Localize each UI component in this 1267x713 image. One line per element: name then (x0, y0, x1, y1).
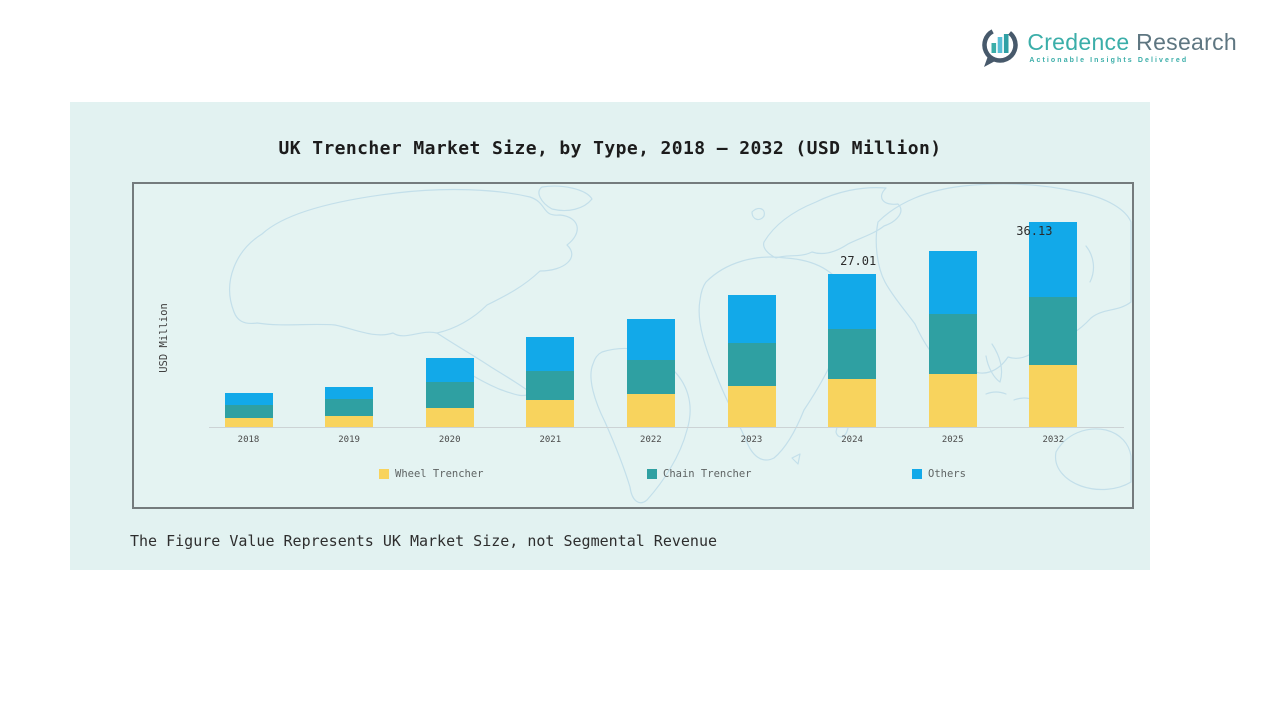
bar-segment-others (727, 295, 776, 344)
bar-segment-chain-trencher (224, 405, 273, 418)
bar-segment-chain-trencher (626, 359, 675, 395)
bar-2032 (1029, 222, 1078, 427)
legend-swatch-others (912, 469, 922, 479)
x-tick-label-2032: 2032 (1042, 435, 1065, 445)
bar-segment-others (425, 357, 474, 382)
bar-segment-chain-trencher (526, 371, 575, 401)
bar-2023 (727, 295, 776, 427)
bar-2022 (626, 319, 675, 427)
bar-segment-chain-trencher (828, 329, 877, 380)
bar-segment-wheel-trencher (928, 374, 977, 427)
chart-plot-area: USD Million 2018 2019 2020 2021 2022 2023 2024… (132, 182, 1134, 509)
x-tick-label-2020: 2020 (438, 435, 461, 445)
brand-text: Credence Research Actionable Insights De… (1027, 30, 1237, 64)
legend-swatch-wheel-trencher (379, 469, 389, 479)
x-tick-label-2023: 2023 (740, 435, 763, 445)
x-tick-label-2024: 2024 (841, 435, 863, 445)
legend-item-chain-trencher: Chain Trencher (647, 468, 752, 480)
x-tick-label-2019: 2019 (338, 435, 360, 445)
bar-segment-others (828, 273, 877, 330)
bar-segment-chain-trencher (727, 343, 776, 386)
bar-segment-chain-trencher (325, 398, 374, 417)
bar-segment-others (526, 337, 575, 372)
legend-item-wheel-trencher: Wheel Trencher (379, 468, 484, 480)
legend-item-others: Others (912, 468, 966, 480)
bar-segment-wheel-trencher (325, 416, 374, 427)
brand-name: Credence Research (1027, 30, 1237, 54)
bar-segment-others (626, 319, 675, 360)
bar-segment-wheel-trencher (526, 400, 575, 427)
y-axis-label: USD Million (158, 303, 170, 373)
bar-segment-chain-trencher (1029, 296, 1078, 366)
legend-label-wheel-trencher: Wheel Trencher (395, 468, 484, 480)
legend-swatch-chain-trencher (647, 469, 657, 479)
bar-segment-wheel-trencher (425, 408, 474, 427)
chart-panel: UK Trencher Market Size, by Type, 2018 –… (70, 102, 1150, 570)
footnote: The Figure Value Represents UK Market Si… (130, 532, 717, 550)
x-axis-line (209, 427, 1124, 428)
value-label-2032: 36.13 (1016, 224, 1053, 239)
bar-segment-chain-trencher (928, 314, 977, 375)
bar-segment-others (928, 250, 977, 315)
bar-segment-wheel-trencher (727, 385, 776, 427)
brand-name-secondary: Research (1136, 28, 1237, 55)
bar-segment-wheel-trencher (626, 394, 675, 427)
x-tick-label-2022: 2022 (640, 435, 662, 445)
legend-label-others: Others (928, 468, 966, 480)
bar-2024 (828, 273, 877, 427)
x-tick-label-2021: 2021 (539, 435, 562, 445)
brand-name-primary: Credence (1027, 28, 1130, 55)
bar-2021 (526, 337, 575, 427)
x-tick-label-2018: 2018 (237, 435, 260, 445)
bar-segment-wheel-trencher (224, 417, 273, 427)
legend-label-chain-trencher: Chain Trencher (663, 468, 752, 480)
bar-2025 (928, 250, 977, 427)
value-label-2024: 27.01 (840, 253, 877, 268)
bar-segment-others (1029, 222, 1078, 297)
brand-logo: Credence Research Actionable Insights De… (980, 26, 1237, 68)
bar-chart-bubble-icon (982, 27, 1019, 67)
x-tick-label-2025: 2025 (941, 435, 964, 445)
bar-2018 (224, 392, 273, 427)
bar-segment-wheel-trencher (828, 379, 877, 427)
bar-segment-wheel-trencher (1029, 365, 1078, 427)
bar-segment-chain-trencher (425, 381, 474, 409)
chart-title: UK Trencher Market Size, by Type, 2018 –… (278, 138, 942, 159)
bar-2019 (325, 387, 374, 427)
bar-segment-others (224, 392, 273, 406)
bar-segment-others (325, 387, 374, 399)
bar-2020 (425, 357, 474, 427)
brand-tagline: Actionable Insights Delivered (1029, 56, 1189, 64)
